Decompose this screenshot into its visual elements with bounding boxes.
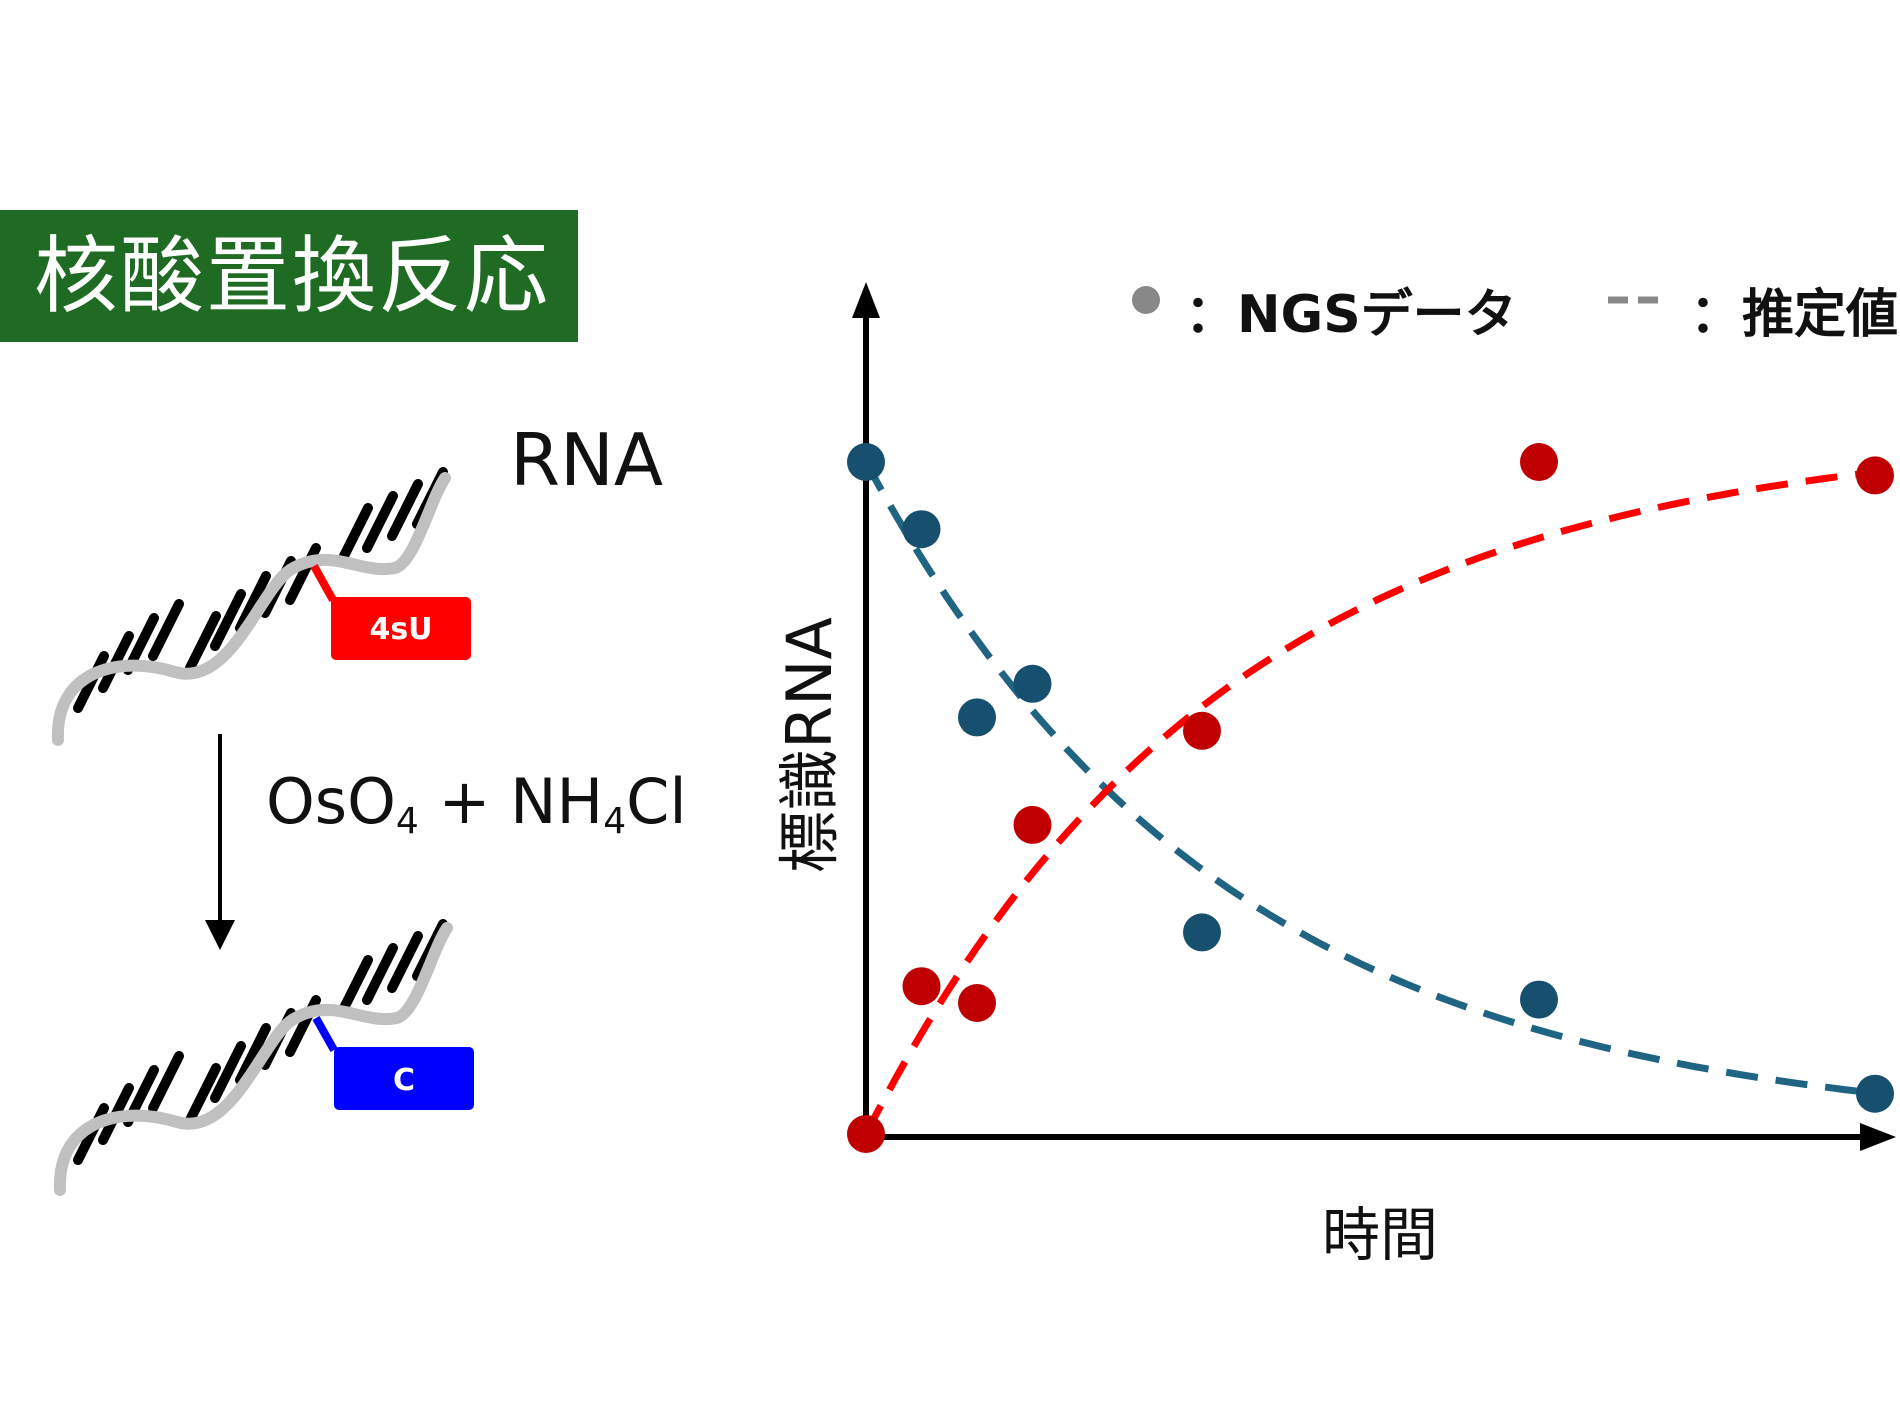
data-point-decay xyxy=(1520,980,1558,1019)
base-rung xyxy=(148,1051,184,1113)
converted-base-link xyxy=(312,1016,338,1052)
base-rung xyxy=(387,479,423,541)
reaction-formula: OsO4 + NH4Cl xyxy=(266,765,687,842)
reaction-subscript: 4 xyxy=(603,801,627,842)
data-point-decay xyxy=(902,510,941,549)
legend-line-label: ：推定値 xyxy=(1690,285,1899,345)
data-point-rise xyxy=(1520,443,1558,481)
chart-axes xyxy=(852,282,1896,1151)
base-rungs-bottom xyxy=(73,919,448,1165)
reaction-arrow xyxy=(205,734,235,950)
legend-points-label: ：NGSデータ xyxy=(1185,285,1517,345)
modified-base-link xyxy=(310,564,337,602)
data-point-rise xyxy=(958,984,996,1022)
reaction-subscript: 4 xyxy=(395,801,419,842)
rna-label: RNA xyxy=(510,418,664,502)
data-point-rise xyxy=(847,1115,885,1153)
legend-point-marker xyxy=(1132,286,1160,314)
data-point-rise xyxy=(1013,805,1052,844)
rna-backbone-top xyxy=(51,472,451,746)
base-rung xyxy=(148,599,184,661)
reaction-part: + NH xyxy=(418,765,604,838)
converted-base-label: C xyxy=(393,1063,415,1098)
base-rung xyxy=(337,955,373,1017)
modified-base-box xyxy=(331,597,471,660)
data-point-decay xyxy=(958,698,996,737)
title-text: 核酸置換反応 xyxy=(34,227,551,325)
fit-line-decay xyxy=(862,460,1876,1097)
data-point-decay xyxy=(1183,913,1221,952)
base-rung xyxy=(210,589,246,651)
reaction-part: Cl xyxy=(626,765,687,838)
base-rung xyxy=(210,1041,246,1103)
x-axis-label: 時間 xyxy=(1321,1201,1439,1269)
fit-lines xyxy=(862,460,1876,1136)
modified-base-label: 4sU xyxy=(369,612,432,647)
base-rung xyxy=(362,943,398,1005)
rna-strand-top: 4sU xyxy=(51,467,471,746)
data-point-rise xyxy=(902,967,941,1006)
rna-strand-bottom: C xyxy=(53,919,474,1196)
x-axis-arrowhead xyxy=(1860,1123,1896,1151)
base-rung xyxy=(235,1023,271,1085)
y-axis-label: 標識RNA xyxy=(773,617,846,873)
data-point-rise xyxy=(1183,711,1221,750)
reaction-part: OsO xyxy=(266,765,396,838)
y-axis-arrowhead xyxy=(852,282,880,318)
title-banner: 核酸置換反応 xyxy=(0,210,578,342)
base-rung xyxy=(185,611,221,673)
base-rungs-top xyxy=(73,467,448,713)
base-rung xyxy=(387,931,423,993)
data-points xyxy=(847,443,1894,1153)
fit-line-rise xyxy=(862,468,1876,1136)
data-point-decay xyxy=(1856,1074,1894,1113)
base-rung xyxy=(235,571,271,633)
base-rung xyxy=(337,503,373,565)
data-point-rise xyxy=(1856,456,1894,495)
base-rung xyxy=(362,491,398,553)
data-point-decay xyxy=(847,443,885,481)
base-rung xyxy=(185,1063,221,1125)
data-point-decay xyxy=(1013,664,1052,703)
rna-backbone-bottom xyxy=(53,922,453,1196)
converted-base-box xyxy=(334,1047,474,1110)
